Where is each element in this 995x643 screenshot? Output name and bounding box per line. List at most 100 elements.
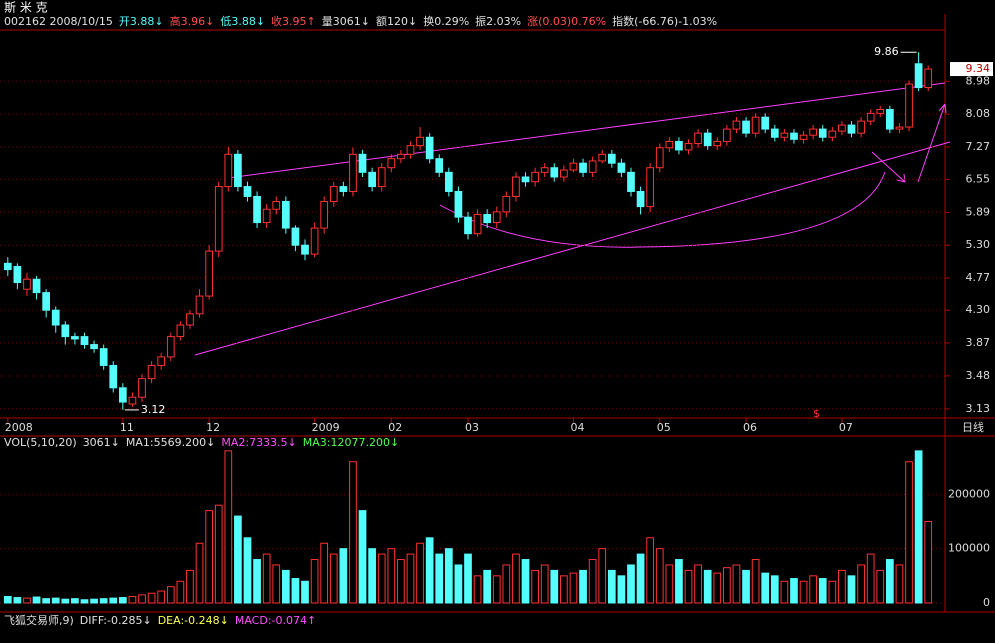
volume-bar <box>310 559 319 604</box>
header-item: 额120↓ <box>376 15 417 28</box>
volume-bar <box>128 595 137 604</box>
candle-body <box>61 324 70 338</box>
candle-body <box>636 190 645 208</box>
candle-body <box>349 153 357 192</box>
candle-body <box>90 344 98 350</box>
volume-bar <box>646 537 655 604</box>
volume-bar <box>329 553 338 604</box>
frame <box>0 14 995 613</box>
candle-body <box>512 176 520 197</box>
volume-bar <box>224 450 233 604</box>
candle-body <box>540 167 549 173</box>
period-label: 日线 <box>962 420 984 434</box>
volume-bar <box>42 598 50 604</box>
candle-body <box>684 143 693 151</box>
volume-bar <box>770 575 779 604</box>
candle-body <box>387 158 396 169</box>
volume-bar <box>416 542 424 604</box>
volume-bar <box>147 592 156 604</box>
candle-body <box>195 295 204 315</box>
candle-body <box>13 265 22 284</box>
arrow <box>917 103 947 183</box>
candle-body <box>723 128 731 142</box>
candle-body <box>617 162 626 173</box>
volume-bar <box>272 564 281 604</box>
candle-body <box>176 324 185 338</box>
candle-body <box>186 313 194 326</box>
x-tick-label: 06 <box>743 421 757 434</box>
volume-bar <box>492 575 501 604</box>
candle-body <box>703 132 712 147</box>
candle-body <box>761 116 770 130</box>
volume-bar <box>790 578 798 604</box>
x-tick-label: 12 <box>206 421 220 434</box>
volume-bar <box>742 569 750 604</box>
candle-body <box>886 109 894 130</box>
candle-body <box>253 195 261 224</box>
volume-tick-label: 200000 <box>948 487 990 500</box>
candle-body <box>876 109 885 114</box>
volume-bar <box>924 521 933 604</box>
footer-item: DEA:-0.248↓ <box>158 614 229 627</box>
candle-body <box>147 364 156 380</box>
footer-item: 飞狐交易师,9) <box>4 613 74 627</box>
candle-body <box>521 176 530 183</box>
candle-body <box>157 356 166 366</box>
x-tick-label: 2009 <box>312 421 340 434</box>
candle-body <box>109 364 118 389</box>
volume-bar <box>397 559 405 604</box>
volume-bar <box>914 450 923 604</box>
volume-bar <box>425 537 434 604</box>
y-tick-label: 3.87 <box>966 336 991 349</box>
y-tick-label: 6.55 <box>966 172 991 185</box>
volume-bar <box>186 569 194 604</box>
candle-body <box>234 153 242 188</box>
y-tick-label: 3.48 <box>966 369 991 382</box>
candle-body <box>790 132 798 140</box>
volume-header-item: 3061↓ <box>83 436 120 449</box>
volume-bar <box>483 569 492 604</box>
candle-body <box>320 200 329 229</box>
candle-body <box>655 147 664 169</box>
volume-bar <box>809 575 818 604</box>
volume-header-item: MA2:7333.5↓ <box>221 436 296 449</box>
volume-bar <box>876 569 885 604</box>
volume-bar <box>339 548 348 604</box>
volume-header-item: MA3:12077.200↓ <box>303 436 399 449</box>
x-tick-label: 11 <box>120 421 134 434</box>
volume-bar <box>358 510 367 604</box>
volume-bar <box>694 564 702 604</box>
volume-bar <box>234 515 242 604</box>
candle-body <box>895 126 904 130</box>
candle-body <box>799 134 808 140</box>
candle-body <box>646 167 655 208</box>
volume-bar <box>473 575 482 604</box>
candle-body <box>588 160 597 173</box>
volume-bar <box>675 559 683 604</box>
volume-bar <box>464 553 472 604</box>
candle-body <box>598 153 607 162</box>
candle-body <box>397 153 405 160</box>
volume-bar <box>684 569 693 604</box>
candle-body <box>866 112 875 122</box>
candle-body <box>329 186 338 202</box>
volume-bar <box>895 564 904 604</box>
y-tick-label: 5.30 <box>966 238 991 251</box>
volume-bar <box>13 597 22 604</box>
volume-bar <box>627 564 635 604</box>
candle-body <box>71 336 79 340</box>
volume-bar <box>205 510 213 604</box>
volume-bar <box>828 580 837 604</box>
candle-body <box>310 227 319 255</box>
candle-body <box>118 387 127 403</box>
volume-bar <box>550 569 559 604</box>
stock-name: 斯 米 克 <box>4 1 48 15</box>
candle-body <box>569 162 578 171</box>
candle-body <box>51 309 60 326</box>
volume-header-item: MA1:5569.200↓ <box>126 436 215 449</box>
volume-bar <box>214 504 223 604</box>
trend-line <box>227 82 946 179</box>
candle-body <box>138 378 146 398</box>
candle-body <box>473 214 482 235</box>
